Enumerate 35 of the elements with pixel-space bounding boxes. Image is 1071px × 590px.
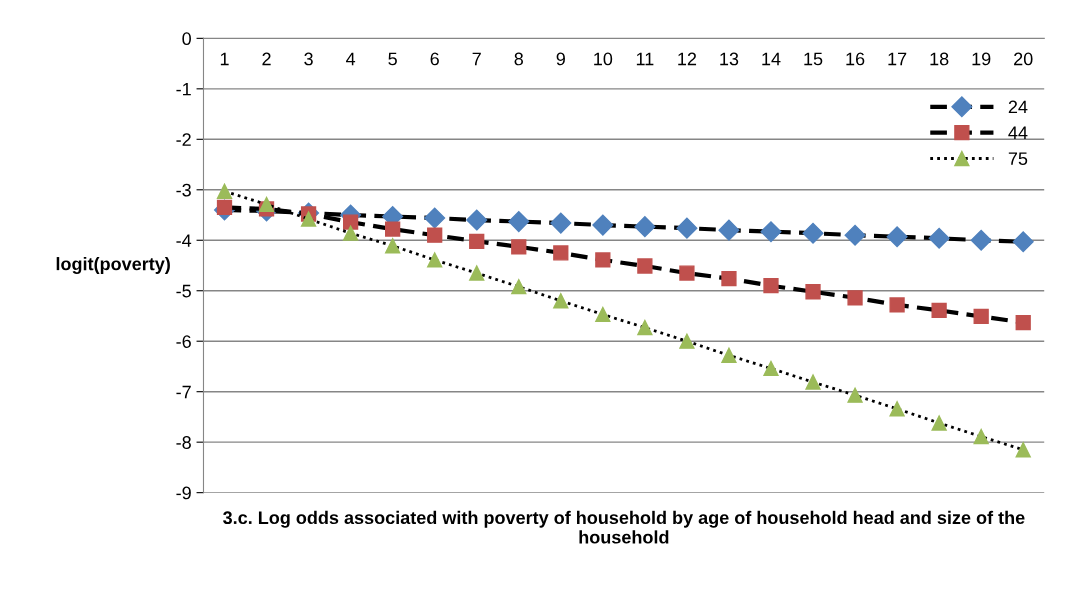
x-tick-label: 3 (304, 52, 313, 66)
y-tick-label: -3 (176, 183, 191, 197)
y-tick-label: -5 (176, 284, 191, 298)
x-tick-label: 6 (430, 52, 439, 66)
y-tick-label: -6 (176, 335, 191, 348)
x-tick-label: 9 (556, 52, 565, 66)
x-tick-label: 5 (388, 52, 397, 66)
y-tick-label: -1 (176, 82, 191, 96)
y-tick-label: -7 (176, 385, 191, 399)
y-tick-label: -2 (176, 133, 191, 146)
legend-label: 24 (1008, 100, 1028, 114)
y-tick-label: -9 (176, 486, 191, 500)
x-tick-label: 8 (514, 52, 523, 66)
x-tick-label: 19 (972, 52, 991, 66)
y-tick-label: 0 (182, 32, 191, 46)
x-axis-title: 3.c. Log odds associated with poverty of household by age of household head and size of the household (223, 510, 1025, 544)
x-tick-label: 7 (472, 52, 481, 66)
x-tick-label: 20 (1014, 52, 1033, 66)
x-tick-label: 13 (720, 52, 739, 66)
x-tick-label: 10 (594, 52, 613, 66)
x-tick-label: 11 (636, 52, 654, 66)
x-tick-label: 1 (220, 52, 229, 66)
legend-label: 75 (1008, 152, 1028, 166)
y-tick-label: -8 (176, 436, 191, 449)
legend-label: 44 (1008, 126, 1028, 139)
x-tick-label: 4 (346, 52, 356, 66)
y-tick-label: -4 (176, 234, 192, 247)
x-tick-label: 12 (678, 52, 697, 66)
x-tick-label: 18 (930, 52, 949, 66)
x-tick-label: 15 (804, 52, 823, 66)
x-tick-label: 16 (846, 52, 865, 66)
x-tick-label: 14 (762, 52, 781, 66)
x-tick-label: 17 (888, 52, 907, 66)
x-tick-label: 2 (262, 52, 271, 66)
y-axis-title: logit(poverty) (56, 257, 170, 274)
